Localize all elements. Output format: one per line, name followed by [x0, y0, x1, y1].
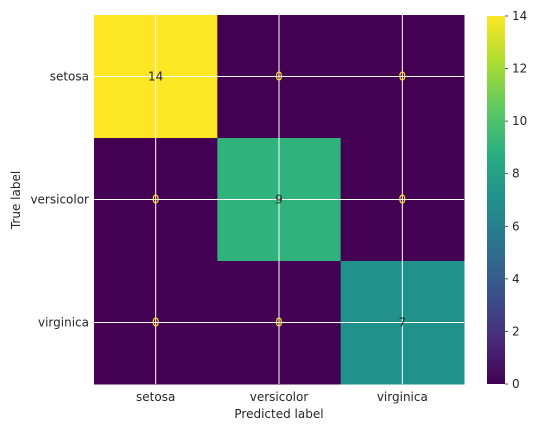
colorbar-tick-label: 0 — [512, 377, 520, 391]
cell-value-label: 0 — [399, 70, 407, 84]
cell-value-label: 7 — [399, 316, 407, 330]
colorbar-tick-label: 10 — [512, 114, 527, 128]
x-tick-label: versicolor — [250, 390, 309, 404]
y-tick-label: virginica — [38, 316, 89, 330]
colorbar-tick-label: 8 — [512, 167, 520, 181]
colorbar-tick-label: 12 — [512, 62, 527, 76]
y-axis-label: True label — [9, 171, 23, 230]
colorbar-gradient — [487, 16, 505, 384]
x-tick-label: setosa — [136, 390, 175, 404]
colorbar-tick-label: 6 — [512, 219, 520, 233]
cell-value-label: 0 — [152, 193, 160, 207]
x-tick-label: virginica — [377, 390, 428, 404]
cell-value-label: 14 — [148, 70, 163, 84]
colorbar-ticks: 0 2 4 6 8 10 12 14 — [505, 9, 527, 391]
x-axis-label: Predicted label — [234, 407, 323, 421]
colorbar-tick-label: 4 — [512, 272, 520, 286]
cell-value-label: 9 — [275, 193, 283, 207]
colorbar — [487, 16, 505, 384]
y-tick-label: setosa — [50, 70, 89, 84]
y-axis-ticks: setosa versicolor virginica — [30, 70, 89, 330]
y-tick-label: versicolor — [30, 193, 89, 207]
cell-value-label: 0 — [399, 193, 407, 207]
colorbar-tick-label: 14 — [512, 9, 527, 23]
cell-value-label: 0 — [275, 316, 283, 330]
cell-value-label: 0 — [152, 316, 160, 330]
cell-value-label: 0 — [275, 70, 283, 84]
x-axis-ticks: setosa versicolor virginica — [136, 390, 428, 404]
colorbar-tick-label: 2 — [512, 324, 520, 338]
